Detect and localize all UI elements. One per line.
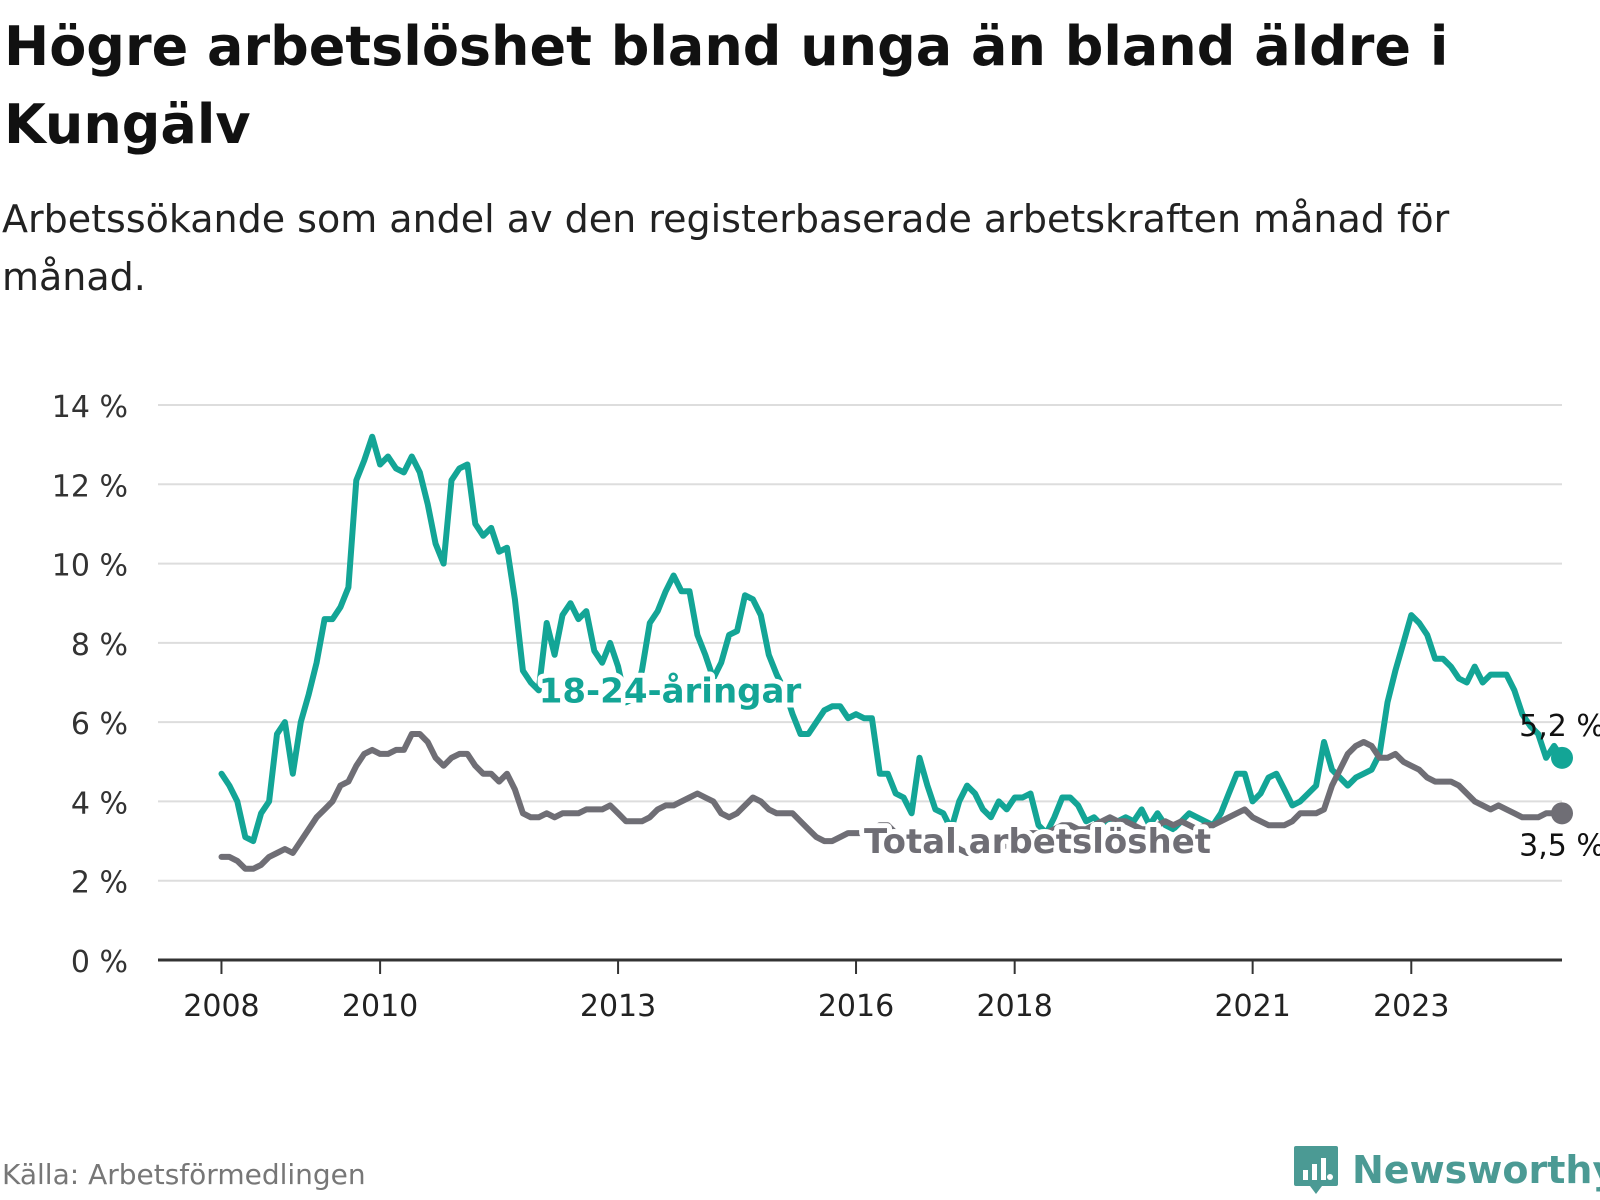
y-tick-label: 12 % bbox=[52, 469, 128, 504]
x-tick-label: 2023 bbox=[1373, 989, 1449, 1024]
gridlines bbox=[158, 404, 1562, 882]
y-tick-label: 4 % bbox=[71, 786, 128, 821]
x-axis: 2008 2010 2013 2016 2018 2021 2023 bbox=[158, 958, 1562, 1024]
x-tick-label: 2016 bbox=[818, 989, 894, 1024]
chart-title: Högre arbetslöshet bland unga än bland ä… bbox=[4, 15, 1449, 156]
series-lines bbox=[218, 433, 1573, 872]
series-line-total bbox=[218, 731, 1565, 872]
y-tick-label: 10 % bbox=[52, 549, 128, 584]
y-tick-label: 6 % bbox=[71, 707, 128, 742]
x-tick-label: 2021 bbox=[1214, 989, 1290, 1024]
series-end-label: 3,5 % bbox=[1519, 828, 1600, 863]
newsworthy-logo-icon bbox=[1294, 1146, 1338, 1194]
x-tick-label: 2010 bbox=[342, 989, 418, 1024]
series-labels: 5,2 % 3,5 % 18-24-åringar Total arbetslöshe… bbox=[534, 666, 1600, 867]
brand-name: Newsworthy bbox=[1352, 1148, 1600, 1192]
brand-logo[interactable]: Newsworthy bbox=[1292, 1140, 1600, 1200]
x-tick-label: 2008 bbox=[183, 989, 259, 1024]
y-tick-label: 14 % bbox=[52, 390, 128, 425]
series-end-point bbox=[1551, 746, 1573, 769]
x-tick-label: 2018 bbox=[976, 989, 1052, 1024]
y-tick-label: 8 % bbox=[71, 628, 128, 663]
y-tick-label: 0 % bbox=[71, 945, 128, 980]
series-name-label: 18-24-åringar bbox=[539, 671, 802, 711]
source-note: Källa: Arbetsförmedlingen bbox=[2, 1158, 366, 1191]
y-axis-labels: 0 % 2 % 4 % 6 % 8 % 10 % 12 % 14 % bbox=[52, 390, 128, 980]
series-line-youth bbox=[218, 433, 1565, 845]
line-chart: 0 % 2 % 4 % 6 % 8 % 10 % 12 % 14 % 2008 2010 2013… bbox=[52, 390, 1600, 1024]
y-tick-label: 2 % bbox=[71, 866, 128, 901]
series-name-label: Total arbetslöshet bbox=[864, 822, 1211, 862]
series-end-point bbox=[1551, 802, 1573, 825]
x-tick-label: 2013 bbox=[580, 989, 656, 1024]
chart-subtitle: Arbetssökande som andel av den registerb… bbox=[2, 197, 1450, 299]
series-end-label: 5,2 % bbox=[1519, 709, 1600, 744]
